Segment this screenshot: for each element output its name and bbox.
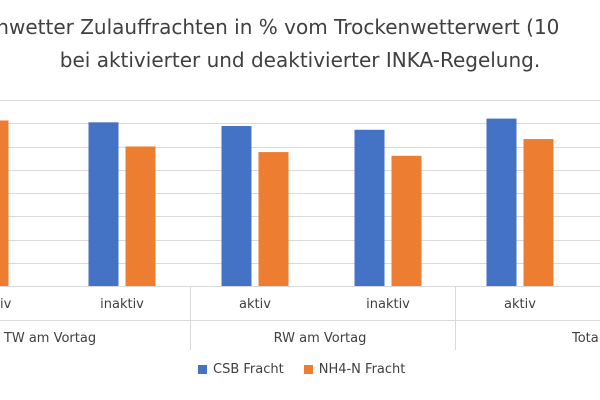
group-label: RW am Vortag — [274, 331, 367, 346]
legend-item-csb: CSB Fracht — [198, 362, 284, 377]
bar-csb-1 — [88, 122, 119, 286]
bar-csb-2 — [221, 126, 252, 286]
group-label: Tota — [571, 331, 599, 346]
bar-csb-3 — [354, 129, 385, 286]
category-tick-label: aktiv — [239, 297, 271, 312]
legend-label-csb: CSB Fracht — [213, 362, 284, 377]
category-tick-label: inaktiv — [100, 297, 144, 312]
bar-nh4n-4 — [523, 139, 554, 286]
chart-legend: CSB Fracht NH4-N Fracht — [198, 362, 405, 377]
legend-label-nh4n: NH4-N Fracht — [318, 362, 406, 377]
bar-nh4n-2 — [258, 152, 289, 286]
bar-nh4n-3 — [391, 155, 422, 286]
legend-swatch-csb — [198, 365, 207, 374]
legend-item-nh4n: NH4-N Fracht — [303, 362, 406, 377]
category-tick-label: aktiv — [504, 297, 536, 312]
category-tick-label: inaktiv — [366, 297, 410, 312]
category-tick-label: iv — [0, 297, 12, 312]
bar-nh4n-1 — [125, 146, 156, 286]
bar-nh4n-0 — [0, 120, 9, 287]
chart-title-line-1: enwetter Zulauffrachten in % vom Trocken… — [0, 15, 560, 39]
legend-swatch-nh4n — [303, 365, 313, 374]
group-label: TW am Vortag — [3, 331, 96, 346]
bar-csb-4 — [486, 118, 517, 286]
chart-title-line-2: bei aktivierter und deaktivierter INKA-R… — [59, 48, 541, 72]
